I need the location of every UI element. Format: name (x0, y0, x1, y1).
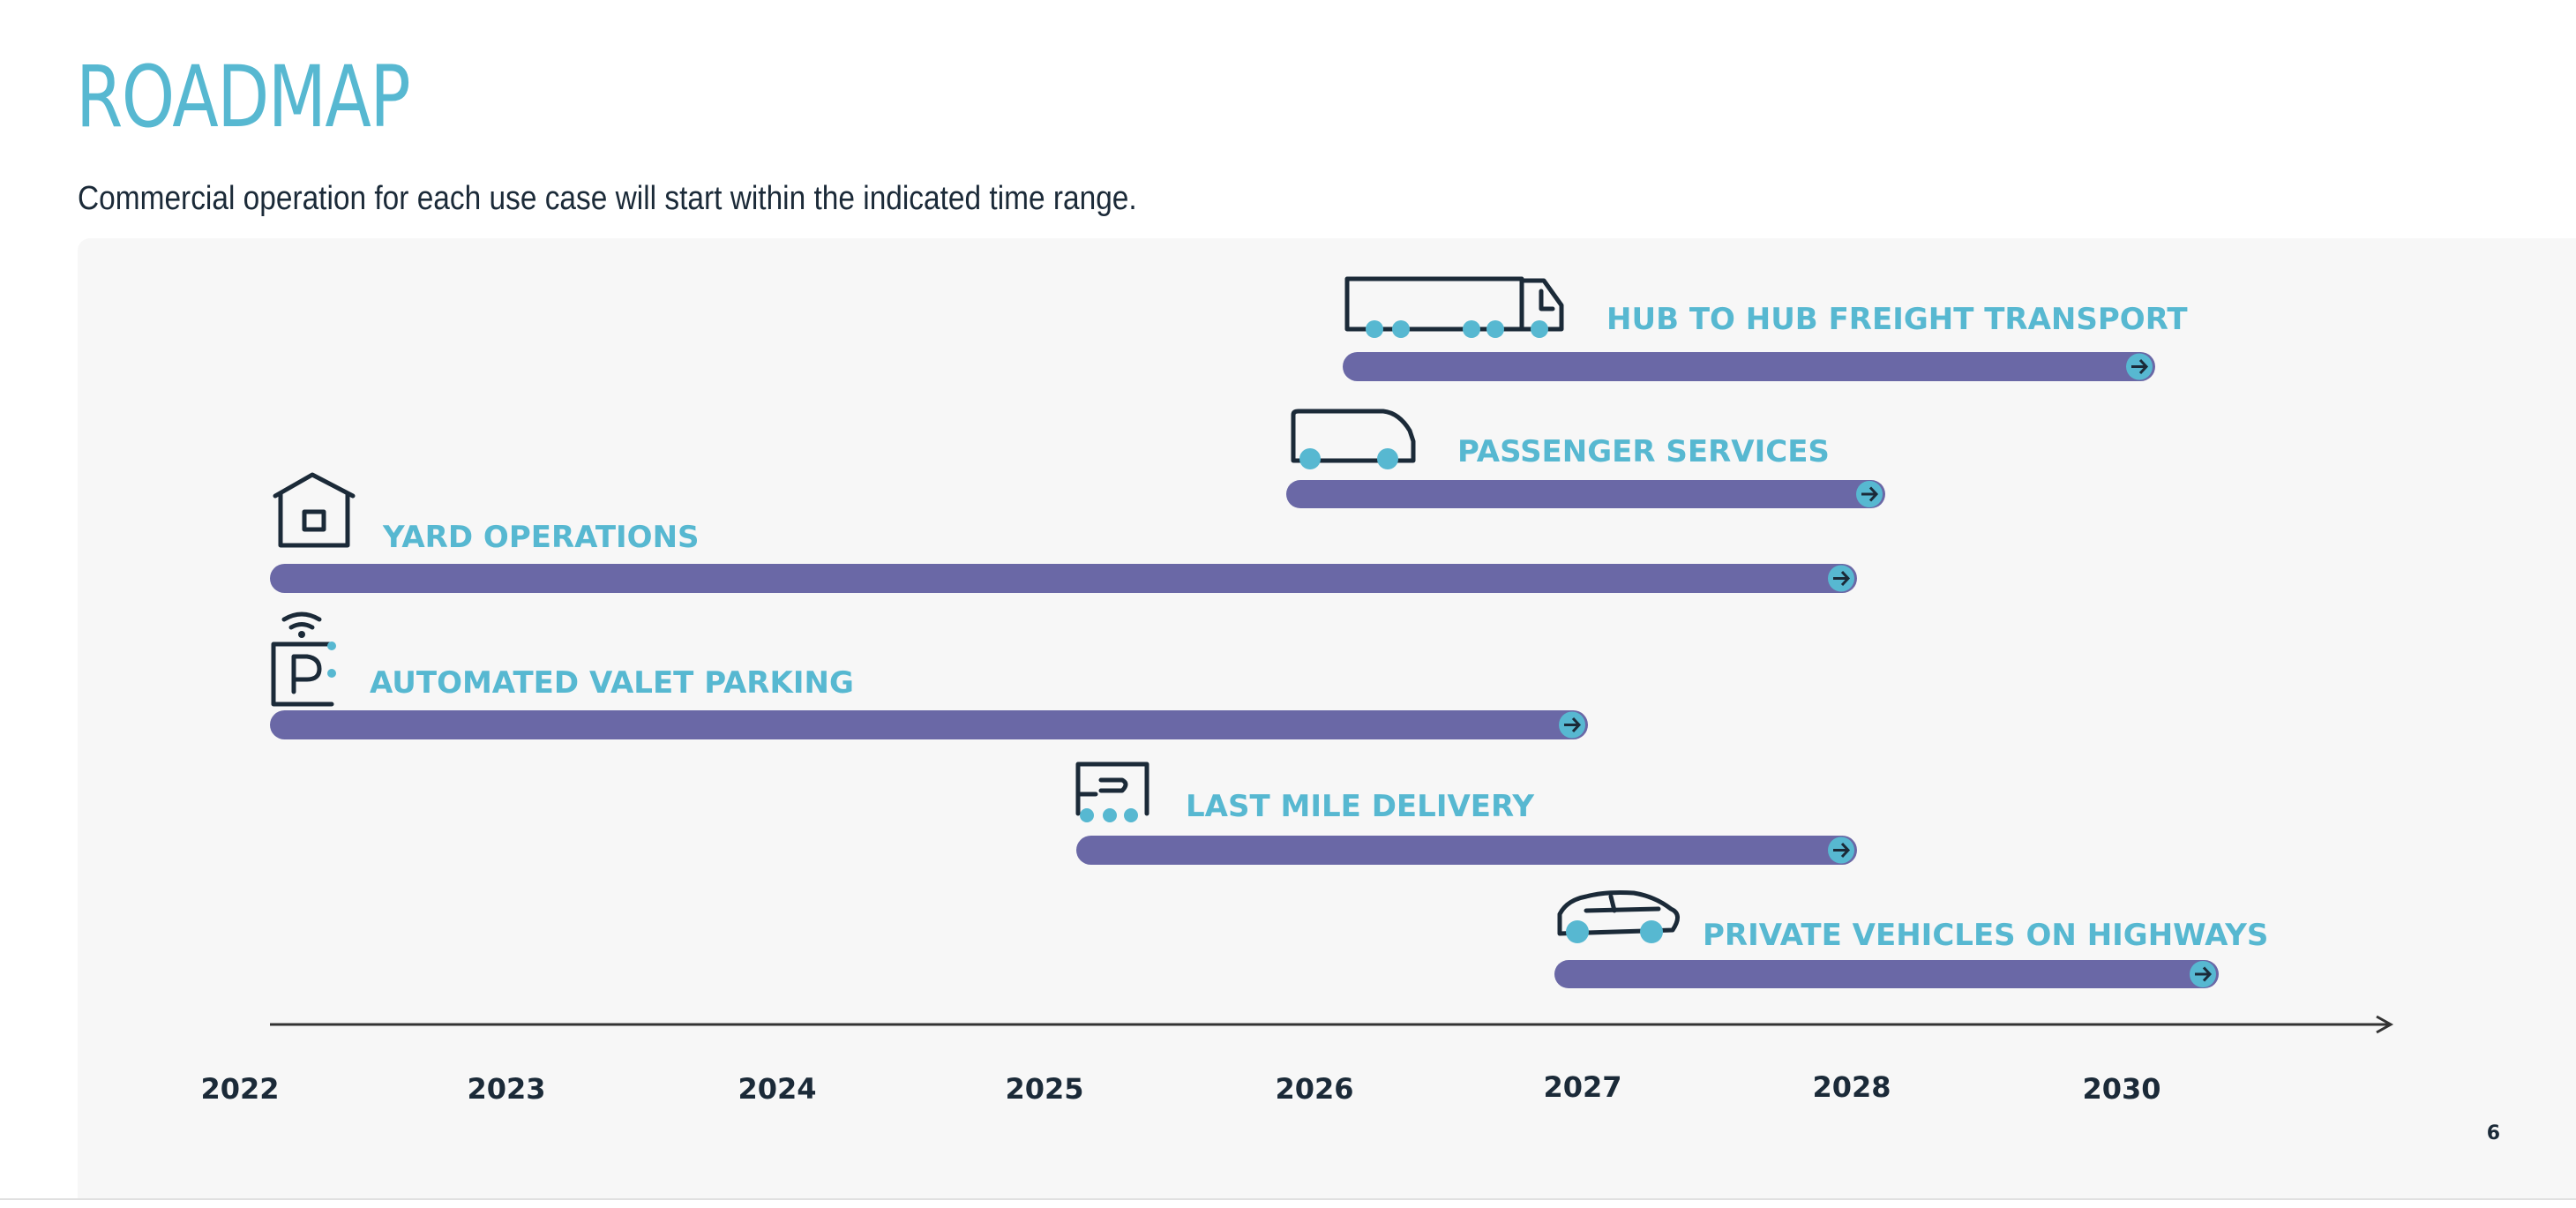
bar-hub-to-hub (1343, 352, 2155, 381)
label-automated-valet-parking: AUTOMATED VALET PARKING (370, 665, 854, 701)
label-last-mile-delivery: LAST MILE DELIVERY (1186, 789, 1534, 824)
year-label: 2026 (1275, 1072, 1353, 1106)
year-label: 2025 (1005, 1072, 1083, 1106)
page-number: 6 (2486, 1122, 2500, 1144)
label-hub-to-hub: HUB TO HUB FREIGHT TRANSPORT (1606, 302, 2188, 337)
delivery-robot-icon (1075, 762, 1149, 822)
car-icon (1557, 890, 1680, 943)
bar-passenger-services (1286, 480, 1885, 508)
bar-yard-operations (270, 564, 1857, 593)
label-private-vehicles: PRIVATE VEHICLES ON HIGHWAYS (1703, 918, 2268, 953)
truck-icon (1344, 276, 1564, 338)
bar-last-mile-delivery (1076, 836, 1857, 865)
van-icon (1291, 409, 1416, 469)
year-label: 2022 (200, 1072, 279, 1106)
page-subtitle: Commercial operation for each use case w… (78, 180, 1137, 217)
page-title: ROADMAP (76, 48, 411, 146)
label-passenger-services: PASSENGER SERVICES (1457, 434, 1830, 469)
year-label: 2030 (2082, 1072, 2160, 1106)
year-label: 2028 (1812, 1070, 1891, 1104)
bar-private-vehicles (1554, 960, 2219, 988)
year-label: 2023 (467, 1072, 545, 1106)
house-icon (273, 472, 356, 548)
year-label: 2027 (1543, 1070, 1621, 1104)
bottom-divider (0, 1198, 2576, 1200)
parking-icon (271, 612, 336, 707)
label-yard-operations: YARD OPERATIONS (382, 520, 700, 555)
bar-automated-valet-parking (270, 710, 1588, 739)
year-label: 2024 (738, 1072, 816, 1106)
